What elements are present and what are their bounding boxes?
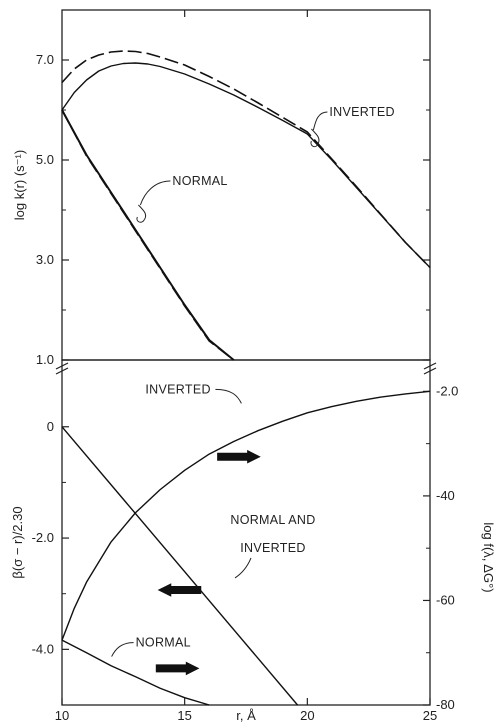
top-inverted-leader [312, 111, 328, 131]
bottom-ytick-label: 0 [47, 419, 54, 434]
bottom-xtick-label: 10 [55, 708, 69, 722]
top-annotation-normal: NORMAL [172, 174, 227, 188]
top-ytick-label: 1.0 [36, 352, 54, 367]
top-series-inverted-solid [61, 62, 431, 268]
left-axis-break [55, 362, 69, 370]
left-axis-break [55, 367, 69, 375]
top-inverted-bracket [310, 128, 320, 148]
top-normal-leader [139, 180, 171, 206]
top-series-normal-dashed [61, 109, 235, 361]
arrow-left-icon [157, 583, 202, 597]
top-series-normal-solid [61, 109, 235, 361]
bottom-ylabel-right: log f(λ, ΔG°) [481, 522, 494, 592]
bottom-xtick-label: 15 [177, 708, 191, 722]
bottom-series-normal [61, 639, 210, 706]
bottom-right-ytick-label: -40 [436, 488, 455, 503]
bottom-panel-frame [61, 359, 431, 706]
bottom-ytick-label: -4.0 [32, 641, 54, 656]
top-series-inverted-dashed [61, 50, 431, 269]
bottom-normal-leader [111, 642, 134, 657]
right-axis-break [423, 362, 437, 370]
bottom-xtick-label: 25 [423, 708, 437, 722]
top-ytick-label: 7.0 [36, 52, 54, 67]
bottom-ytick-label: -2.0 [32, 530, 54, 545]
top-ytick-label: 5.0 [36, 152, 54, 167]
bottom-ylabel: β(σ − r)/2.30 [10, 506, 25, 578]
bottom-normal-inverted-leader [234, 557, 252, 579]
right-axis-break [423, 367, 437, 375]
bottom-right-ytick-label: -2.0 [436, 383, 458, 398]
bottom-right-ytick-label: -60 [436, 592, 455, 607]
arrow-right-icon [155, 661, 200, 676]
bottom-annotation-normal-and: NORMAL AND [230, 513, 315, 527]
bottom-xlabel: r, Å [236, 708, 256, 722]
top-ytick-label: 3.0 [36, 252, 54, 267]
bottom-annotation-normal: NORMAL [136, 636, 191, 650]
bottom-xtick-label: 20 [300, 708, 314, 722]
bottom-annotation-inverted-2: INVERTED [240, 541, 305, 555]
bottom-annotation-inverted: INVERTED [145, 382, 210, 396]
bottom-inverted-leader [215, 388, 242, 404]
top-ylabel: log k(r) (s⁻¹) [12, 150, 27, 220]
top-normal-bracket [136, 204, 147, 223]
bottom-series-normal-and-inverted [61, 426, 299, 706]
bottom-right-ytick-label: -80 [436, 697, 455, 712]
top-annotation-inverted: INVERTED [329, 105, 394, 119]
top-panel-frame [61, 9, 431, 361]
arrow-right-icon [217, 449, 261, 464]
bottom-series-inverted [61, 390, 431, 641]
